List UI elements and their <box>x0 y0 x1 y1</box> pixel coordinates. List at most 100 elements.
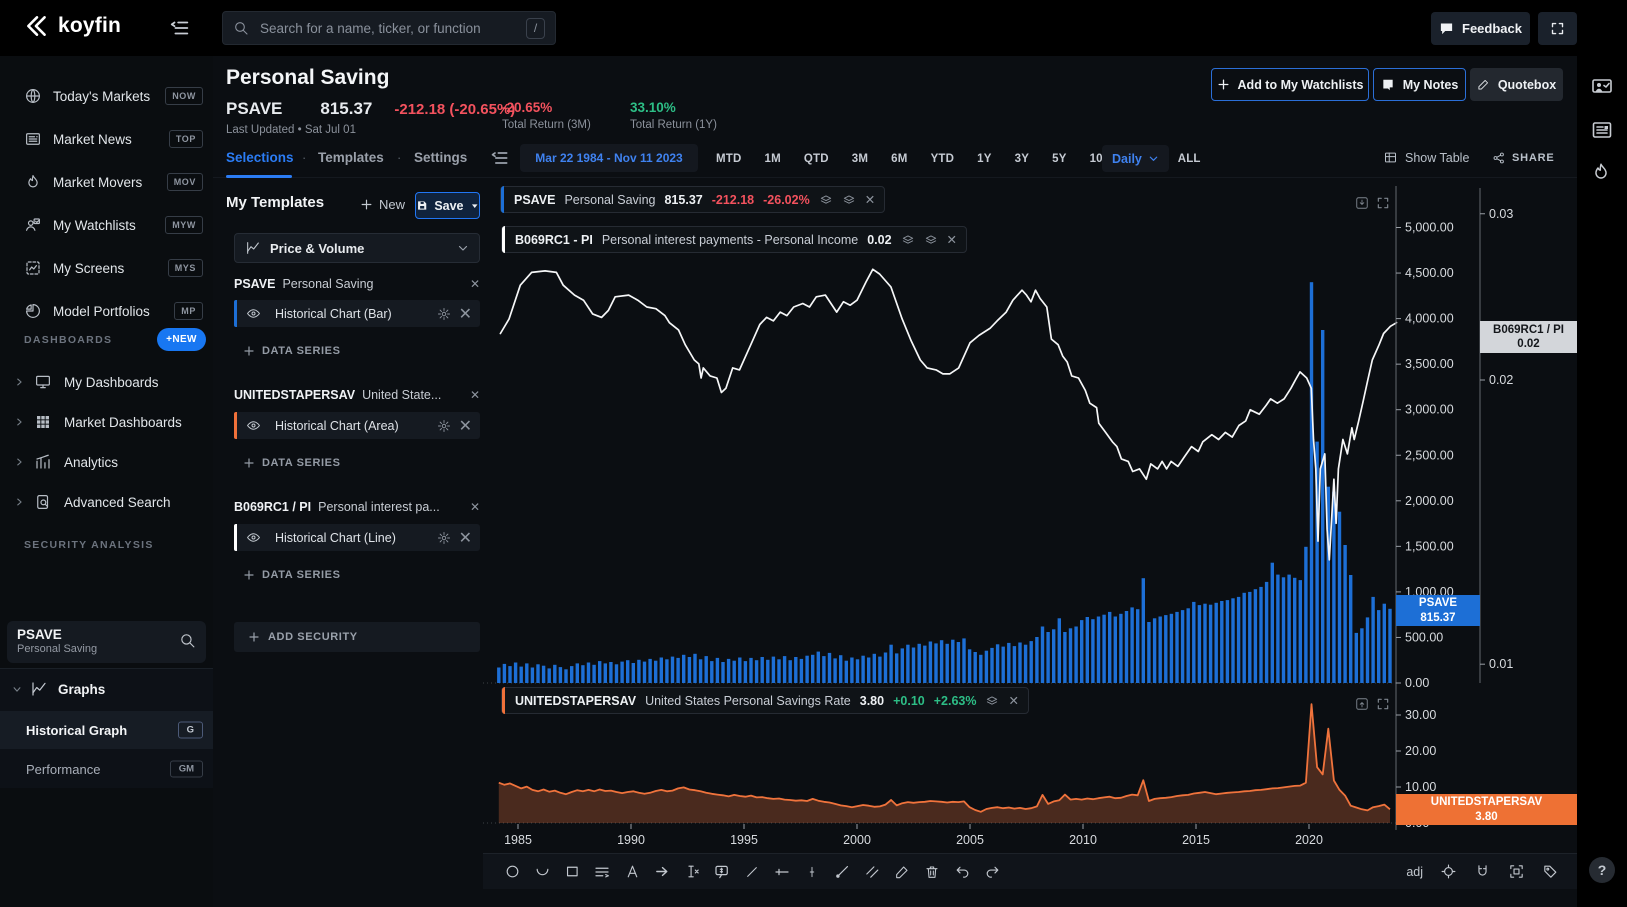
brush-tool-icon[interactable] <box>893 863 911 881</box>
remove-security-icon[interactable]: ✕ <box>469 277 480 291</box>
add-data-series-button[interactable]: DATA SERIES <box>243 569 341 581</box>
sidebar-item-todays-markets[interactable]: Today's Markets NOW <box>0 77 213 115</box>
koyfin-logo[interactable]: koyfin <box>24 13 121 39</box>
feedback-button[interactable]: Feedback <box>1431 12 1530 45</box>
text-cursor-tool-icon[interactable] <box>683 863 701 881</box>
remove-security-icon[interactable]: ✕ <box>469 500 480 514</box>
crosshair-icon[interactable] <box>1439 863 1457 881</box>
move-layer-icon[interactable] <box>985 694 999 708</box>
period-ytd[interactable]: YTD <box>930 153 955 165</box>
sidebar-item-market-movers[interactable]: Market Movers MOV <box>0 163 213 201</box>
tab-settings[interactable]: Settings <box>414 150 468 165</box>
move-layer-icon[interactable] <box>924 233 938 247</box>
tab-templates[interactable]: Templates <box>318 150 384 165</box>
show-table-button[interactable]: Show Table <box>1383 150 1469 165</box>
share-button[interactable]: SHARE <box>1492 151 1555 165</box>
add-layer-icon[interactable] <box>901 233 915 247</box>
add-data-series-button[interactable]: DATA SERIES <box>243 345 341 357</box>
text-tool-icon[interactable] <box>623 863 641 881</box>
period-3m[interactable]: 3M <box>851 153 869 165</box>
global-search[interactable]: / <box>222 11 556 45</box>
period-1m[interactable]: 1M <box>764 153 781 165</box>
gear-icon[interactable] <box>437 531 451 545</box>
sidebar-item-my-screens[interactable]: My Screens MYS <box>0 249 213 287</box>
remove-series-icon[interactable]: ✕ <box>458 417 472 435</box>
hot-flame-icon[interactable] <box>1590 160 1612 184</box>
template-select[interactable]: Price & Volume <box>234 233 480 263</box>
undo-icon[interactable] <box>953 863 971 881</box>
help-button[interactable]: ? <box>1589 857 1615 883</box>
gear-icon[interactable] <box>437 419 451 433</box>
period-qtd[interactable]: QTD <box>803 153 829 165</box>
eye-icon[interactable] <box>246 306 261 321</box>
sidebar-item-performance[interactable]: Performance GM <box>0 750 213 788</box>
period-5y[interactable]: 5Y <box>1052 153 1067 165</box>
sidebar-item-analytics[interactable]: Analytics <box>0 442 213 482</box>
date-range-picker[interactable]: Mar 22 1984 - Nov 11 2023 <box>520 144 698 172</box>
new-template-button[interactable]: New <box>360 197 405 212</box>
sidebar-item-advanced-search[interactable]: Advanced Search <box>0 482 213 522</box>
period-6m[interactable]: 6M <box>891 153 908 165</box>
pattern-lines-tool-icon[interactable] <box>593 863 611 881</box>
close-icon[interactable]: ✕ <box>946 233 958 247</box>
redo-icon[interactable] <box>983 863 1001 881</box>
trend-line-tool-icon[interactable] <box>743 863 761 881</box>
period-mtd[interactable]: MTD <box>716 153 742 165</box>
search-input[interactable] <box>258 19 526 37</box>
legend-b069rc1[interactable]: B069RC1 - PI Personal interest payments … <box>501 226 968 253</box>
historical-chart-canvas[interactable]: 5,000.00 4,500.00 4,000.00 3,500.00 3,000.00… <box>483 178 1577 853</box>
eye-icon[interactable] <box>246 530 261 545</box>
eye-icon[interactable] <box>246 418 261 433</box>
period-all[interactable]: ALL <box>1177 153 1201 165</box>
add-data-series-button[interactable]: DATA SERIES <box>243 457 341 469</box>
tag-icon[interactable] <box>1541 863 1559 881</box>
close-icon[interactable]: ✕ <box>1008 694 1019 708</box>
close-icon[interactable]: ✕ <box>864 193 876 207</box>
graphs-group-header[interactable]: Graphs <box>0 671 213 707</box>
ray-tool-icon[interactable] <box>833 863 851 881</box>
add-security-button[interactable]: ADD SECURITY <box>234 622 480 652</box>
sidebar-item-model-portfolios[interactable]: Model Portfolios MP <box>0 292 213 330</box>
security-search-box[interactable]: PSAVE Personal Saving <box>7 621 206 663</box>
add-to-watchlists-button[interactable]: Add to My Watchlists <box>1211 68 1369 101</box>
sidebar-item-my-dashboards[interactable]: My Dashboards <box>0 362 213 402</box>
chart-row-psave[interactable]: Historical Chart (Bar) ✕ <box>234 300 480 327</box>
move-layer-icon[interactable] <box>842 193 856 207</box>
period-1y[interactable]: 1Y <box>977 153 992 165</box>
quotebox-button[interactable]: Quotebox <box>1470 68 1563 101</box>
gear-icon[interactable] <box>437 307 451 321</box>
sidebar-collapse-icon[interactable] <box>168 17 192 39</box>
sidebar-item-market-dashboards[interactable]: Market Dashboards <box>0 402 213 442</box>
upload-pane-icon[interactable] <box>1355 697 1369 711</box>
save-template-button[interactable]: Save <box>415 192 480 219</box>
sidebar-item-market-news[interactable]: Market News TOP <box>0 120 213 158</box>
expand-pane-icon[interactable] <box>1376 697 1390 711</box>
magnet-mode-icon[interactable] <box>1473 863 1491 881</box>
trash-icon[interactable] <box>923 863 941 881</box>
arc-tool-icon[interactable] <box>533 863 551 881</box>
download-pane-icon[interactable] <box>1355 196 1369 210</box>
arrow-tool-icon[interactable] <box>653 863 671 881</box>
expand-pane-icon[interactable] <box>1376 196 1390 210</box>
news-feed-icon[interactable] <box>1590 118 1614 142</box>
price-note-tool-icon[interactable] <box>713 863 731 881</box>
legend-unitedstapersav[interactable]: UNITEDSTAPERSAV United States Personal S… <box>501 687 1029 714</box>
sidebar-item-historical-graph[interactable]: Historical Graph G <box>0 711 213 749</box>
rectangle-tool-icon[interactable] <box>563 863 581 881</box>
frame-selection-icon[interactable] <box>1507 863 1525 881</box>
fullscreen-button[interactable] <box>1538 12 1577 45</box>
ellipse-tool-icon[interactable] <box>503 863 521 881</box>
adjusted-toggle[interactable]: adj <box>1406 864 1423 879</box>
period-3y[interactable]: 3Y <box>1014 153 1030 165</box>
frequency-dropdown[interactable]: Daily <box>1102 145 1169 172</box>
add-layer-icon[interactable] <box>819 193 833 207</box>
chart-row-b069rc1[interactable]: Historical Chart (Line) ✕ <box>234 524 480 551</box>
remove-security-icon[interactable]: ✕ <box>469 388 480 402</box>
my-notes-button[interactable]: My Notes <box>1373 68 1466 101</box>
panel-collapse-icon[interactable] <box>489 148 511 168</box>
remove-series-icon[interactable]: ✕ <box>458 305 472 323</box>
legend-psave[interactable]: PSAVE Personal Saving 815.37 -212.18 -26… <box>500 186 886 213</box>
tab-selections[interactable]: Selections <box>226 150 294 165</box>
sidebar-item-my-watchlists[interactable]: My Watchlists MYW <box>0 206 213 244</box>
remove-series-icon[interactable]: ✕ <box>458 529 472 547</box>
